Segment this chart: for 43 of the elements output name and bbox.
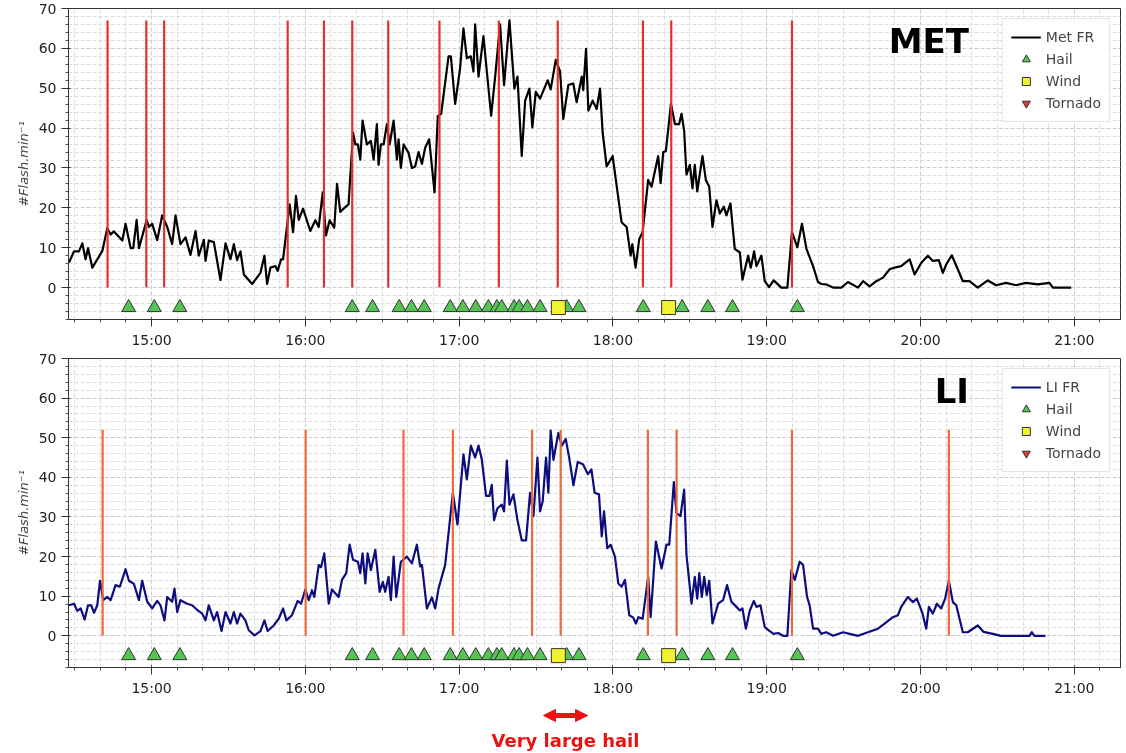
y-axis-title: #Flash.min⁻¹	[15, 470, 31, 556]
x-tick-label: 21:00	[1054, 679, 1095, 696]
y-tick-label: 40	[38, 469, 57, 486]
y-tick-label: 20	[38, 199, 57, 216]
y-tick-label: 60	[38, 40, 57, 57]
legend-label: Tornado	[1045, 445, 1101, 461]
y-tick-label: 60	[38, 390, 57, 407]
x-tick-label: 20:00	[900, 679, 941, 696]
chart-title: MET	[888, 21, 970, 62]
legend-label: Hail	[1045, 401, 1073, 417]
y-tick-label: 70	[38, 350, 57, 367]
x-tick-label: 19:00	[746, 679, 787, 696]
y-tick-label: 30	[38, 159, 57, 176]
legend-label: Wind	[1045, 73, 1082, 89]
x-tick-label: 18:00	[592, 679, 634, 696]
y-tick-label: 0	[47, 279, 57, 296]
y-tick-label: 20	[38, 548, 57, 565]
chart-title: LI	[934, 371, 970, 412]
x-tick-label: 16:00	[285, 679, 326, 696]
x-tick-label: 15:00	[131, 679, 172, 696]
x-tick-label: 16:00	[285, 331, 326, 348]
legend-label: Hail	[1045, 51, 1073, 67]
x-tick-label: 15:00	[131, 331, 172, 348]
x-tick-label: 17:00	[438, 331, 480, 348]
legend-label: Met FR	[1045, 29, 1095, 45]
y-tick-label: 30	[38, 508, 57, 525]
legend-label: Tornado	[1045, 95, 1101, 111]
y-tick-label: 0	[47, 627, 57, 644]
x-tick-label: 19:00	[746, 331, 787, 348]
y-tick-label: 40	[38, 120, 57, 137]
x-tick-label: 18:00	[592, 331, 634, 348]
y-tick-label: 10	[38, 239, 57, 256]
y-tick-label: 50	[38, 429, 57, 446]
text: Very large hail	[491, 729, 640, 751]
legend-label: Wind	[1045, 423, 1082, 439]
x-tick-label: 20:00	[900, 331, 941, 348]
x-tick-label: 17:00	[438, 679, 480, 696]
y-tick-label: 50	[38, 80, 57, 97]
legend-label: LI FR	[1045, 379, 1081, 395]
y-axis-title: #Flash.min⁻¹	[15, 121, 31, 207]
y-tick-label: 70	[38, 0, 57, 17]
x-tick-label: 21:00	[1054, 331, 1095, 348]
y-tick-label: 10	[38, 588, 57, 605]
